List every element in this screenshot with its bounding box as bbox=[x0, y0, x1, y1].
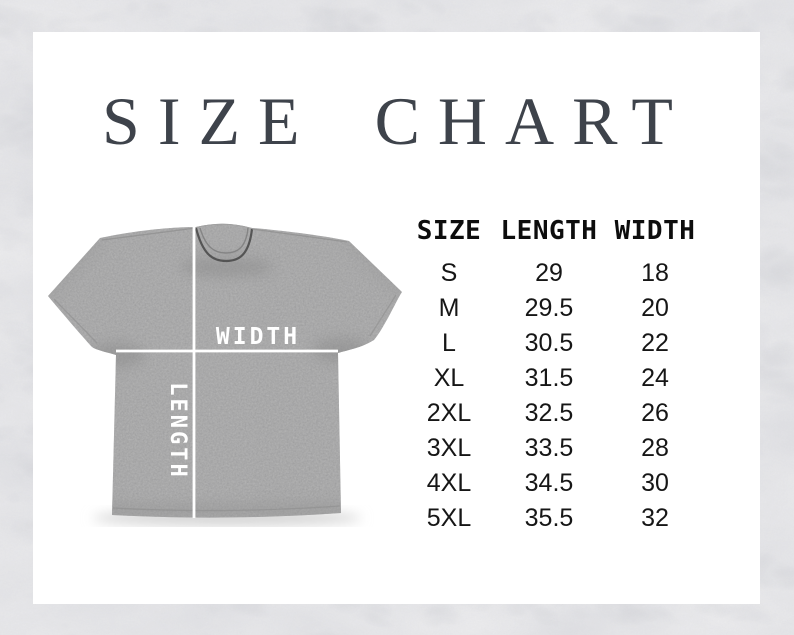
width-cell: 28 bbox=[641, 434, 669, 462]
size-cell: 5XL bbox=[426, 504, 472, 532]
size-cell: XL bbox=[433, 364, 465, 392]
length-cell: 35.5 bbox=[524, 504, 574, 532]
back-collar-edge bbox=[195, 223, 253, 229]
width-cell: 32 bbox=[641, 504, 669, 532]
size-cell: 3XL bbox=[426, 434, 472, 462]
table-row: S 29 18 bbox=[405, 256, 705, 291]
size-cell: L bbox=[442, 329, 456, 357]
size-cell: 4XL bbox=[426, 469, 472, 497]
width-measure-label: WIDTH bbox=[216, 324, 300, 350]
table-row: M 29.5 20 bbox=[405, 291, 705, 326]
width-cell: 30 bbox=[641, 469, 669, 497]
width-cell: 24 bbox=[641, 364, 669, 392]
size-cell: 2XL bbox=[426, 399, 472, 427]
width-cell: 26 bbox=[641, 399, 669, 427]
column-header-size: SIZE bbox=[416, 216, 482, 246]
table-row: 4XL 34.5 30 bbox=[405, 466, 705, 501]
width-cell: 20 bbox=[641, 294, 669, 322]
page-title: SIZE CHART bbox=[102, 83, 691, 159]
length-measure-label: LENGTH bbox=[165, 382, 190, 479]
tshirt-texture bbox=[48, 223, 402, 518]
length-cell: 29.5 bbox=[524, 294, 574, 322]
table-row: 2XL 32.5 26 bbox=[405, 396, 705, 431]
table-row: L 30.5 22 bbox=[405, 326, 705, 361]
size-table-body: S 29 18 M 29.5 20 L 30.5 22 XL 31.5 bbox=[405, 253, 705, 536]
size-cell: S bbox=[440, 259, 458, 287]
length-cell: 31.5 bbox=[524, 364, 574, 392]
collar-band-seam bbox=[199, 227, 249, 254]
column-header-width: WIDTH bbox=[614, 216, 696, 246]
table-row: 5XL 35.5 32 bbox=[405, 501, 705, 536]
table-row: 3XL 33.5 28 bbox=[405, 431, 705, 466]
width-cell: 18 bbox=[641, 259, 669, 287]
column-header-length: LENGTH bbox=[500, 216, 598, 246]
length-cell: 29 bbox=[535, 259, 563, 287]
length-cell: 32.5 bbox=[524, 399, 574, 427]
length-cell: 33.5 bbox=[524, 434, 574, 462]
collar-neckline bbox=[194, 227, 254, 263]
size-cell: M bbox=[438, 294, 460, 322]
width-cell: 22 bbox=[641, 329, 669, 357]
size-table: SIZE LENGTH WIDTH S 29 18 M 29.5 20 L 30… bbox=[405, 209, 705, 536]
size-table-header-row: SIZE LENGTH WIDTH bbox=[405, 209, 705, 253]
length-cell: 34.5 bbox=[524, 469, 574, 497]
content-panel: SIZE CHART bbox=[33, 32, 760, 604]
length-cell: 30.5 bbox=[524, 329, 574, 357]
table-row: XL 31.5 24 bbox=[405, 361, 705, 396]
tshirt-graphic: WIDTH LENGTH bbox=[48, 223, 402, 526]
